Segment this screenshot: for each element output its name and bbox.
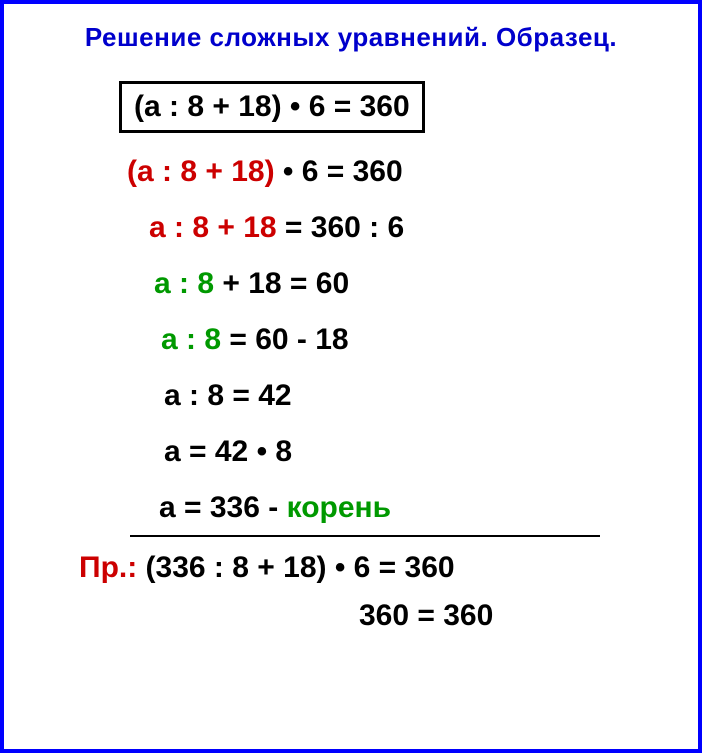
document-frame: Решение сложных уравнений. Образец. (a :… <box>0 0 702 753</box>
page-title: Решение сложных уравнений. Образец. <box>24 22 678 53</box>
check-expr: (336 : 8 + 18) • 6 = 360 <box>137 551 454 584</box>
step-2: a : 8 + 18 = 360 : 6 <box>149 211 678 245</box>
divider-line <box>130 535 600 537</box>
solution-steps: (a : 8 + 18) • 6 = 360 (a : 8 + 18) • 6 … <box>24 81 678 633</box>
check-row: Пр.: (336 : 8 + 18) • 6 = 360 <box>79 551 678 585</box>
step-3-rest: = 60 <box>282 267 350 300</box>
step-1-highlight: (a : 8 + 18) <box>127 155 275 188</box>
step-6: a = 42 • 8 <box>164 435 678 469</box>
step-1-rest: • 6 = 360 <box>275 155 403 188</box>
step-2-highlight: a : 8 + 18 <box>149 211 277 244</box>
boxed-equation: (a : 8 + 18) • 6 = 360 <box>119 81 425 133</box>
step-7-lead: a = 336 - <box>159 491 287 524</box>
step-1: (a : 8 + 18) • 6 = 360 <box>127 155 678 189</box>
step-3: a : 8 + 18 = 60 <box>154 267 678 301</box>
step-4-rest: = 60 - 18 <box>221 323 349 356</box>
step-3-highlight: a : 8 <box>154 267 214 300</box>
check-result: 360 = 360 <box>359 599 678 633</box>
root-word: корень <box>287 491 392 524</box>
step-4-highlight: a : 8 <box>161 323 221 356</box>
check-label: Пр.: <box>79 551 137 584</box>
step-2-rest: = 360 : 6 <box>277 211 405 244</box>
step-5: a : 8 = 42 <box>164 379 678 413</box>
step-7: a = 336 - корень <box>159 491 678 525</box>
step-4: a : 8 = 60 - 18 <box>161 323 678 357</box>
step-3-mid: + 18 <box>214 267 282 300</box>
